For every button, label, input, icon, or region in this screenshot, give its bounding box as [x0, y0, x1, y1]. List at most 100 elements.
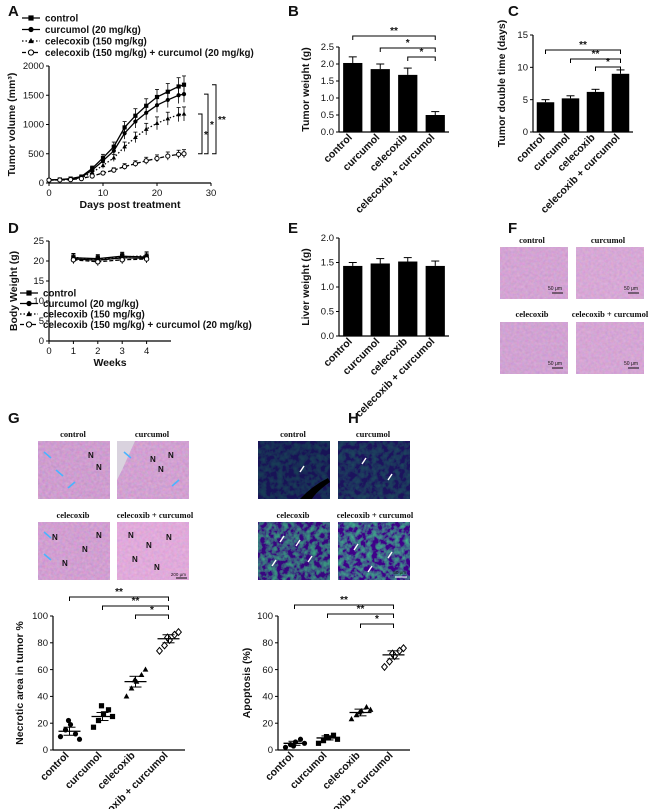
x-tick-label: 20 — [152, 188, 163, 199]
data-point — [111, 148, 116, 153]
legend-label: celecoxib (150 mg/kg) + curcumol (20 mg/… — [45, 48, 254, 59]
data-point — [155, 646, 164, 655]
data-point — [181, 111, 187, 116]
data-point — [78, 176, 85, 182]
f-scalebars: 50 μm 50 μm 50 μm 50 μm — [548, 286, 639, 369]
data-point — [133, 134, 138, 140]
significance-bracket — [212, 84, 217, 155]
y-tick-label: 1.5 — [321, 76, 334, 87]
data-point — [165, 116, 171, 121]
y-tick-label: 0.5 — [321, 307, 334, 318]
y-tick-label: 0.0 — [321, 127, 334, 138]
significance-label: * — [210, 120, 214, 131]
data-point — [315, 740, 322, 746]
chart-body-weight: 0 5 10 15 20 25 Body Weight (g) 0 1 2 3 4 Weeks contr… — [8, 236, 252, 369]
data-point — [320, 738, 327, 744]
texture — [38, 522, 110, 580]
texture — [500, 247, 568, 299]
y-tick-label: 500 — [28, 149, 44, 160]
data-point — [119, 257, 125, 263]
tissue-gap — [300, 478, 330, 499]
texture — [338, 522, 410, 580]
series-line-4 — [48, 153, 185, 181]
arrow — [123, 451, 132, 459]
texture — [500, 322, 568, 374]
chart-tumor-volume: 0 500 1000 1500 2000 Tumor volume (mm³) 0 10 20 3… — [6, 14, 254, 212]
legend-label: control — [43, 289, 76, 300]
data-point — [380, 662, 389, 672]
bar — [611, 73, 630, 132]
necrosis-mark: N — [154, 563, 160, 572]
bar — [398, 261, 418, 336]
data-point — [176, 93, 181, 98]
significance-bracket — [407, 56, 436, 61]
x-tick-label: 4 — [144, 346, 149, 357]
arrow — [271, 559, 277, 567]
x-tick-label: 10 — [98, 188, 109, 199]
significance-label: * — [420, 47, 424, 58]
arrow — [43, 553, 52, 561]
tunel-micrographs-h: control curcumol celecoxib celecoxib + c… — [258, 429, 414, 580]
necrosis-mark: N — [96, 463, 102, 472]
necrosis-mark: N — [128, 531, 134, 540]
bar — [343, 62, 363, 133]
data-point — [100, 711, 107, 717]
arrow — [43, 531, 52, 539]
series-line-4 — [73, 258, 147, 263]
data-point — [399, 644, 408, 653]
series-line-1 — [73, 255, 147, 260]
data-point — [57, 734, 64, 740]
y-tick-label: 1.5 — [321, 258, 334, 269]
necrosis-mark: N — [96, 531, 102, 540]
viable-tumor-arrows — [43, 451, 180, 561]
legend-label: curcumol (20 mg/kg) — [43, 299, 139, 310]
data-point — [100, 158, 106, 163]
significance-label: * — [406, 38, 410, 49]
data-point — [70, 257, 77, 263]
scalebar-label: 50 μm — [393, 570, 406, 575]
panel-letter-b: B — [288, 3, 299, 20]
arrow — [43, 451, 52, 459]
y-tick-label: 100 — [257, 611, 273, 622]
significance-label: ** — [132, 596, 140, 607]
x-axis-title: Weeks — [93, 357, 126, 369]
data-point — [89, 169, 95, 175]
background-region — [117, 441, 135, 480]
panel-letter-g: G — [8, 410, 20, 427]
panel-letter-e: E — [288, 220, 298, 237]
necrosis-mark: N — [168, 451, 174, 460]
necrosis-mark: N — [132, 555, 138, 564]
significance-label: * — [150, 605, 154, 616]
data-point — [181, 151, 187, 157]
legend-marker — [26, 290, 32, 296]
y-tick-label: 1.0 — [321, 93, 334, 104]
scalebar-label: 50 μm — [548, 286, 562, 292]
y-tick-label: 0 — [39, 178, 44, 189]
y-tick-label: 1000 — [23, 120, 44, 131]
data-point — [367, 706, 374, 712]
data-point — [67, 721, 74, 728]
significance-label: * — [606, 57, 610, 68]
data-point — [132, 161, 138, 167]
significance-bracket — [204, 93, 209, 155]
data-point — [46, 177, 52, 183]
he-micrographs-f: control curcumol celecoxib celecoxib + c… — [500, 235, 649, 374]
scalebar-label: 50 μm — [624, 361, 638, 367]
data-point — [95, 259, 101, 265]
scalebar-label: 50 μm — [624, 286, 638, 292]
scalebar-label: 50 μm — [548, 361, 562, 367]
y-tick-label: 100 — [32, 611, 48, 622]
y-axis-title: Body Weight (g) — [8, 251, 20, 331]
x-tick-label: 1 — [71, 346, 76, 357]
significance-bracket — [294, 604, 394, 609]
data-point — [143, 256, 150, 262]
significance-bracket — [352, 35, 436, 40]
texture — [38, 441, 110, 499]
y-tick-label: 40 — [37, 692, 48, 703]
legend-label: celecoxib (150 mg/kg) — [43, 310, 145, 321]
y-tick-label: 0 — [268, 745, 273, 756]
texture — [258, 522, 330, 580]
